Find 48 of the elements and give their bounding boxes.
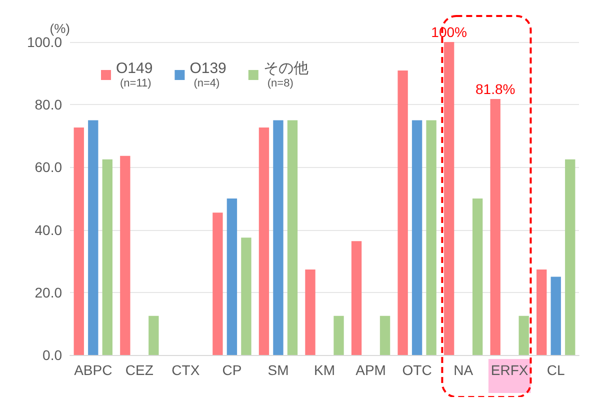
bar (536, 270, 547, 355)
data-label: 100% (431, 24, 467, 40)
bar (273, 120, 284, 355)
x-tick-label: ABPC (74, 362, 112, 378)
x-tick-label: CTX (172, 362, 200, 378)
bar (258, 127, 270, 355)
x-tick-label: NA (454, 362, 474, 378)
bar (412, 120, 422, 355)
bar (102, 159, 112, 355)
legend-label: O139 (n=4) (190, 60, 226, 90)
bar (444, 42, 454, 355)
y-tick-label: 80.0 (34, 96, 62, 113)
bar (380, 316, 390, 355)
bar (241, 238, 252, 355)
bar (334, 316, 344, 355)
data-label: 81.8% (475, 80, 516, 97)
bar (226, 198, 238, 355)
bar (305, 270, 316, 355)
y-tick-label: 100.0 (26, 34, 62, 50)
bar (148, 316, 159, 355)
x-tick-label: CP (222, 362, 242, 378)
bar (212, 212, 223, 355)
x-tick-label: CEZ (125, 362, 154, 378)
bar (120, 156, 130, 355)
y-tick-label: 40.0 (34, 222, 62, 238)
y-tick-label: 0.0 (42, 347, 62, 363)
legend-label: O149 (n=11) (116, 60, 153, 90)
bar (550, 276, 561, 355)
y-tick-label: 60.0 (34, 159, 62, 176)
x-tick-label: APM (356, 362, 386, 378)
bar (472, 198, 483, 355)
bar (351, 241, 362, 355)
x-tick-label: ERFX (490, 362, 529, 378)
bar (565, 159, 576, 355)
bar (74, 127, 84, 355)
x-tick-label: CL (546, 362, 566, 378)
x-tick-label: KM (314, 362, 335, 378)
bar (518, 316, 529, 355)
bar (490, 98, 500, 355)
x-tick-label: SM (268, 362, 289, 378)
x-tick-label: OTC (402, 362, 432, 378)
y-tick-label: 20.0 (34, 284, 62, 300)
bar (426, 120, 436, 355)
bar (88, 120, 98, 355)
y-axis-title: (%) (50, 21, 70, 36)
bar (398, 70, 408, 355)
legend-label: その他 (n=8) (263, 60, 308, 90)
bar (287, 120, 298, 355)
